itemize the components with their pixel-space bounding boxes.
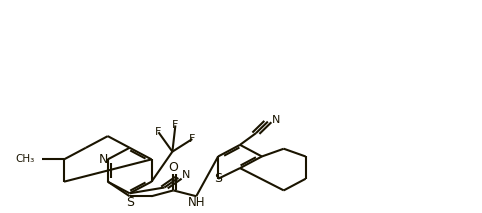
Text: N: N [182,170,190,180]
Text: F: F [155,127,161,137]
Text: N: N [272,115,280,125]
Text: NH: NH [187,196,205,209]
Text: S: S [126,196,134,209]
Text: O: O [168,161,178,174]
Text: N: N [98,153,108,166]
Text: F: F [172,121,178,130]
Text: F: F [189,134,196,144]
Text: CH₃: CH₃ [15,154,34,164]
Text: S: S [214,172,222,185]
